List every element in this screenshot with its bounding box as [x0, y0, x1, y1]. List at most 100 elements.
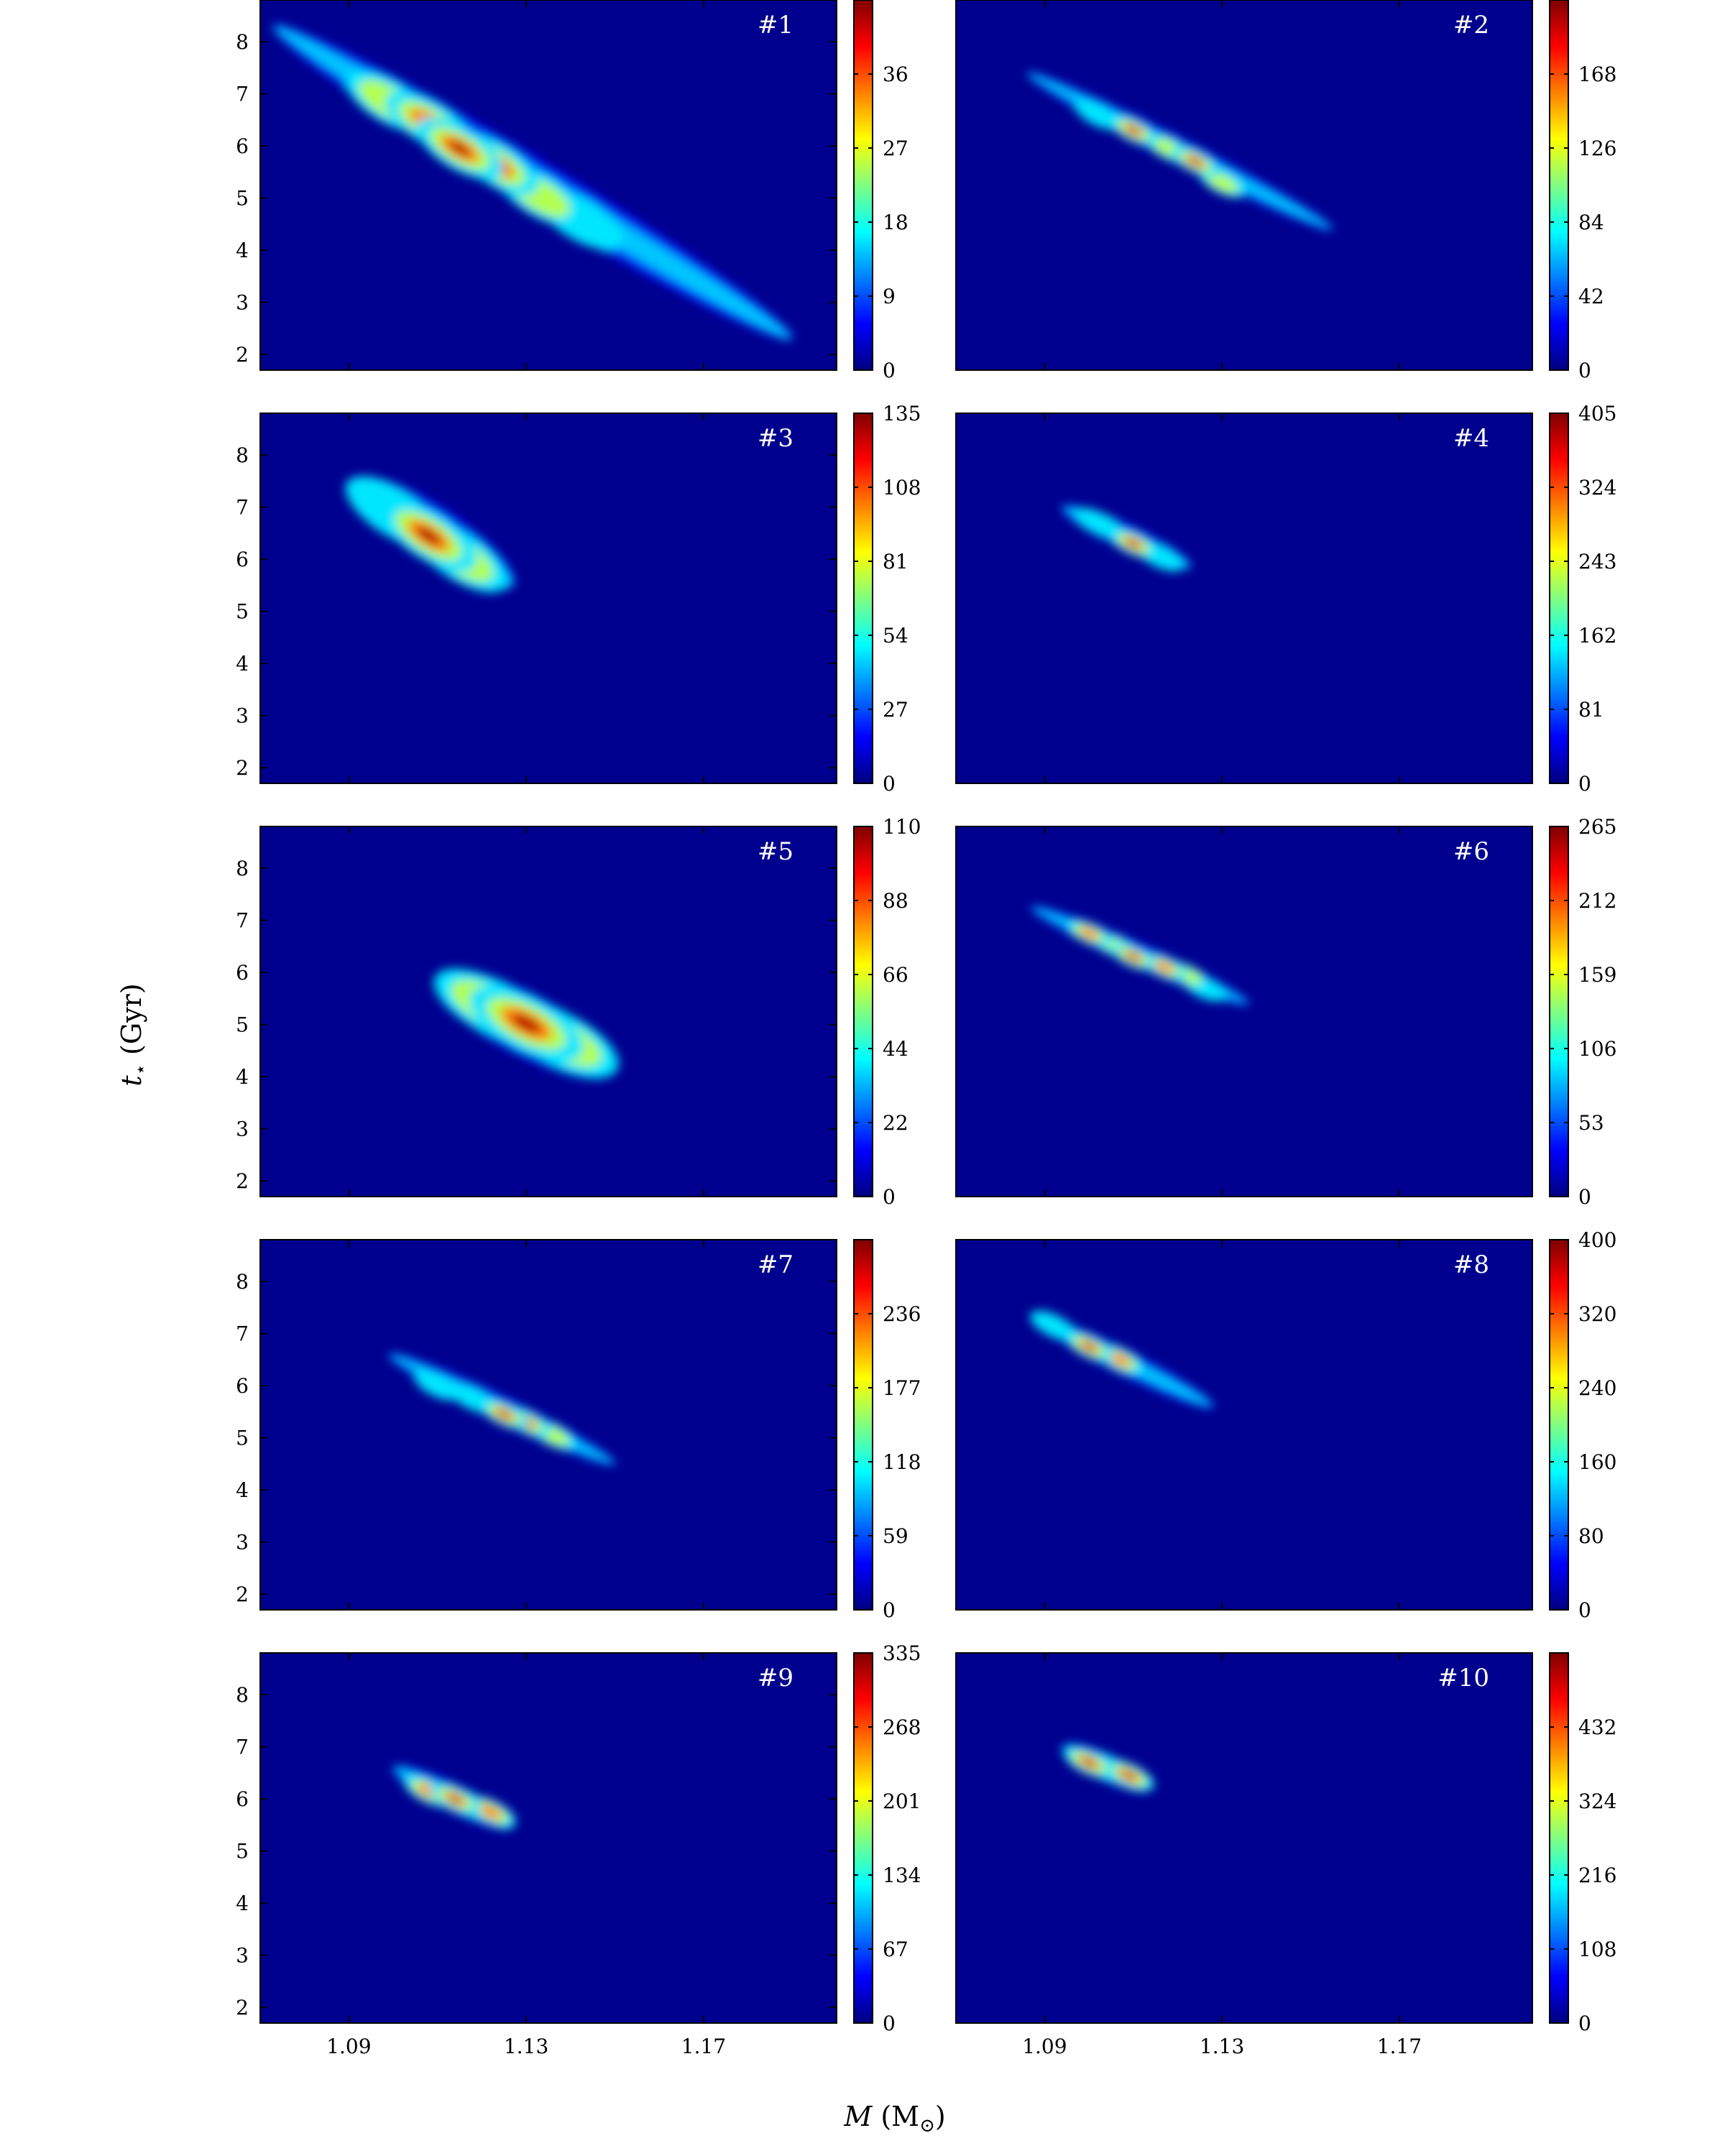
y-tick-label: 6 — [236, 548, 249, 571]
colorbar-tick-label: 0 — [1578, 772, 1591, 796]
density-peak — [1082, 1758, 1095, 1766]
y-tick-label: 5 — [236, 1427, 249, 1450]
y-tick-label: 7 — [236, 1736, 249, 1759]
y-tick-label: 4 — [236, 239, 249, 262]
colorbar-tick-label: 18 — [883, 211, 908, 234]
colorbar-tick-label: 27 — [883, 698, 908, 722]
density-peak — [448, 140, 471, 157]
density-peak — [414, 1370, 461, 1401]
colorbar-tick-label: 88 — [883, 889, 908, 913]
density-layer — [433, 969, 619, 1079]
panel-label: #4 — [1453, 424, 1489, 453]
colorbar-tick-label: 59 — [883, 1524, 908, 1548]
colorbar-scale — [853, 413, 873, 784]
x-tick-label: 1.17 — [681, 2035, 726, 2058]
y-tick-label: 4 — [236, 1892, 249, 1915]
colorbar-tick-label: 126 — [1578, 137, 1616, 160]
colorbar-tick-label: 66 — [883, 963, 908, 987]
colorbar-tick-label: 134 — [883, 1864, 921, 1887]
plot-frame — [259, 1652, 837, 2024]
x-tick-label: 1.17 — [1377, 2035, 1422, 2058]
colorbar-tick-label: 108 — [1578, 1938, 1616, 1961]
y-tick-label: 6 — [236, 961, 249, 985]
density-peak — [1127, 126, 1139, 134]
density-peak — [448, 1795, 462, 1803]
density-peak — [1190, 157, 1202, 166]
colorbar-tick-label: 243 — [1578, 550, 1616, 573]
colorbar-scale — [1549, 826, 1569, 1197]
plot-background — [956, 413, 1532, 783]
colorbar-tick-label: 0 — [883, 359, 896, 382]
colorbar-tick-label: 80 — [1578, 1524, 1604, 1548]
y-tick-label: 7 — [236, 83, 249, 106]
colorbar-tick-label: 0 — [883, 772, 896, 796]
y-tick-label: 2 — [236, 1996, 249, 2019]
colorbar-scale — [853, 826, 873, 1197]
y-tick-label: 3 — [236, 1944, 249, 1968]
y-tick-label: 4 — [236, 1478, 249, 1502]
y-tick-label: 6 — [236, 134, 249, 158]
plot-background — [956, 1653, 1532, 2023]
density-layer — [273, 24, 793, 341]
density-peak — [1128, 953, 1139, 960]
y-tick-label: 6 — [236, 1787, 249, 1811]
plot-frame — [259, 826, 837, 1197]
y-axis-title: t⋆ (Gyr) — [116, 983, 152, 1086]
colorbar-tick-label: 118 — [883, 1450, 921, 1474]
y-tick-label: 5 — [236, 1840, 249, 1864]
y-tick-label: 4 — [236, 1065, 249, 1089]
density-peak — [1109, 1353, 1131, 1367]
colorbar-tick-label: 84 — [1578, 211, 1604, 234]
density-peak — [1074, 508, 1122, 538]
plot-frame — [955, 1239, 1533, 1611]
panel-label: #6 — [1453, 837, 1489, 866]
colorbar-tick-label: 67 — [883, 1938, 908, 1961]
density-peak — [1030, 1310, 1077, 1341]
panel-label: #5 — [758, 837, 794, 866]
panel-label: #9 — [758, 1664, 794, 1692]
y-tick-label: 5 — [236, 1013, 249, 1037]
colorbar: 0 67 134 201 268 335 — [853, 1641, 921, 2035]
colorbar-tick-label: 0 — [1578, 1185, 1591, 1209]
colorbar: 0 27 54 81 108 135 — [853, 402, 921, 796]
density-peak — [498, 1410, 510, 1419]
density-peak — [512, 1014, 540, 1033]
x-tick-label: 1.13 — [504, 2035, 548, 2058]
y-tick-label: 2 — [236, 1583, 249, 1606]
panel-label: #2 — [1453, 11, 1489, 40]
colorbar-tick-label: 320 — [1578, 1302, 1616, 1326]
plot-frame — [259, 0, 837, 371]
x-tick-label: 1.13 — [1200, 2035, 1244, 2058]
heatmap-panel: #2 0 42 84 126 168 — [955, 0, 1616, 382]
density-peak — [1079, 927, 1099, 939]
x-tick-label: 1.09 — [326, 2035, 371, 2058]
plot-frame — [955, 1652, 1533, 2024]
density-layer — [1030, 1310, 1214, 1409]
colorbar-tick-label: 54 — [883, 624, 908, 648]
density-layer — [1031, 906, 1249, 1005]
colorbar-tick-label: 160 — [1578, 1450, 1616, 1474]
plot-background — [260, 1653, 837, 2023]
density-peak — [1082, 1342, 1095, 1350]
colorbar: 0 53 106 159 212 265 — [1549, 815, 1616, 1209]
colorbar: 0 59 118 177 236 — [853, 1239, 921, 1622]
heatmap-panel: 2 3 4 5 6 7 8 #3 0 27 54 81 108 135 — [236, 402, 921, 796]
y-tick-label: 3 — [236, 291, 249, 315]
colorbar: 0 80 160 240 320 400 — [1549, 1228, 1616, 1622]
colorbar-scale — [1549, 1239, 1569, 1611]
x-tick-label: 1.09 — [1022, 2035, 1067, 2058]
colorbar-tick-label: 268 — [883, 1715, 921, 1739]
plot-frame — [259, 1239, 837, 1611]
colorbar-tick-label: 27 — [883, 137, 908, 160]
plot-frame — [955, 826, 1533, 1197]
colorbar-tick-label: 216 — [1578, 1864, 1616, 1887]
density-peak — [1122, 1772, 1136, 1779]
heatmap-panel: 2 3 4 5 6 7 8 #5 0 22 44 66 88 110 — [236, 815, 921, 1209]
y-tick-label: 8 — [236, 1683, 249, 1707]
heatmap-panel: #8 0 80 160 240 320 400 — [955, 1228, 1616, 1622]
colorbar: 0 22 44 66 88 110 — [853, 815, 921, 1209]
heatmap-panel: 2 3 4 5 6 7 8 #7 0 59 118 177 236 — [236, 1239, 921, 1622]
density-peak — [416, 527, 441, 545]
panel-label: #3 — [758, 424, 794, 453]
